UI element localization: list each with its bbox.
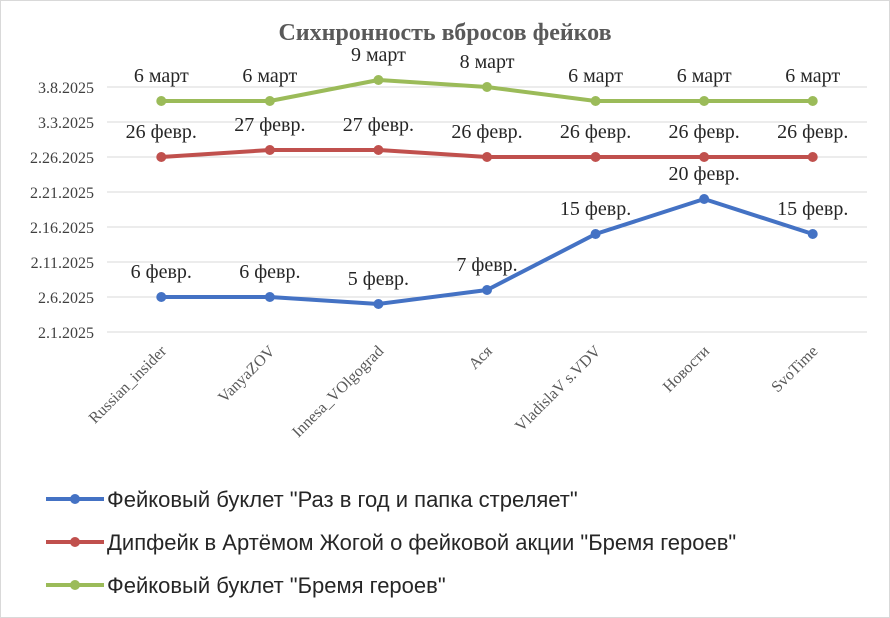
x-tick-label: Innesa_VOlgograd [289,343,387,441]
x-tick-label: VladislaV s.VDV [512,342,605,435]
data-label: 27 февр. [234,114,305,136]
data-point [156,292,167,302]
data-label: 7 февр. [456,254,517,276]
data-label: 6 март [785,65,840,87]
x-tick-label: Ася [466,342,497,373]
y-tick-label: 2.21.2025 [30,185,94,202]
data-label: 6 март [677,65,732,87]
legend: Фейковый буклет "Раз в год и папка стрел… [46,487,736,598]
data-label: 26 февр. [126,121,197,143]
data-label: 8 март [460,51,515,73]
y-tick-label: 3.8.2025 [38,80,94,97]
data-label: 6 февр. [239,261,300,283]
data-label: 26 февр. [777,121,848,143]
data-label: 5 февр. [348,268,409,290]
x-axis: Russian_insider VanyaZOV Innesa_VOlgograd А… [86,342,822,441]
data-point [264,145,275,155]
data-point [699,96,710,106]
legend-entry: Фейковый буклет "Раз в год и папка стрел… [107,487,578,512]
data-point [482,152,492,162]
chart-title: Сихнронность вбросов фейков [278,20,611,46]
data-point [590,229,601,239]
y-tick-label: 2.6.2025 [38,290,94,307]
data-point [807,96,818,106]
legend-marker [70,494,80,504]
data-point [156,152,167,162]
x-tick-label: Новости [660,343,713,396]
y-tick-label: 3.3.2025 [38,115,94,132]
legend-entry: Дипфейк в Артёмом Жогой о фейковой акции… [107,530,736,555]
y-tick-label: 2.26.2025 [30,150,94,167]
x-tick-label: VanyaZOV [215,342,279,406]
data-label: 6 февр. [131,261,192,283]
data-label: 27 февр. [343,114,414,136]
data-label: 6 март [568,65,623,87]
y-axis: 2.1.2025 2.6.2025 2.11.2025 2.16.2025 2.21.2… [30,80,94,342]
data-point [699,194,710,204]
data-label: 26 февр. [669,121,740,143]
data-point [373,299,384,309]
y-tick-label: 2.1.2025 [38,325,94,342]
data-label: 6 март [134,65,189,87]
data-point [156,96,167,106]
data-point [590,152,601,162]
y-tick-label: 2.11.2025 [31,255,94,272]
legend-marker [70,537,80,547]
data-point [807,229,818,239]
data-label: 6 март [242,65,297,87]
x-tick-label: SvoTime [768,343,821,396]
series-lines [156,75,818,309]
data-label: 9 март [351,44,406,66]
data-point [373,75,384,85]
data-point [590,96,601,106]
data-label: 20 февр. [669,163,740,185]
data-label: 26 февр. [451,121,522,143]
x-tick-label: Russian_insider [86,342,171,427]
data-labels: 6 февр. 6 февр. 5 февр. 7 февр. 15 февр. 20 ф… [126,44,849,290]
data-label: 15 февр. [560,198,631,220]
data-point [264,292,275,302]
data-point [482,82,492,92]
data-point [807,152,818,162]
data-point [482,285,492,295]
y-tick-label: 2.16.2025 [30,220,94,237]
data-point [699,152,710,162]
data-label: 15 февр. [777,198,848,220]
data-label: 26 февр. [560,121,631,143]
legend-marker [70,580,80,590]
legend-entry: Фейковый буклет "Бремя героев" [107,573,446,598]
data-point [264,96,275,106]
data-point [373,145,384,155]
